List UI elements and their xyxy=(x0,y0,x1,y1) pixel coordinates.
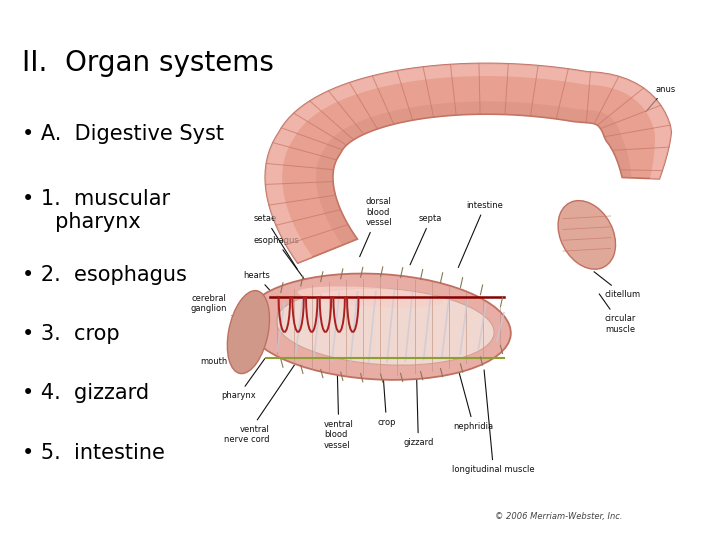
Text: crop: crop xyxy=(377,356,396,427)
Ellipse shape xyxy=(228,291,269,374)
Text: • 1.  muscular
     pharynx: • 1. muscular pharynx xyxy=(22,189,170,232)
Text: ventral
nerve cord: ventral nerve cord xyxy=(225,361,297,444)
Text: nephridia: nephridia xyxy=(453,349,494,431)
Ellipse shape xyxy=(246,274,510,380)
Text: • A.  Digestive Syst: • A. Digestive Syst xyxy=(22,124,224,144)
Polygon shape xyxy=(265,63,671,263)
Text: © 2006 Merriam-Webster, Inc.: © 2006 Merriam-Webster, Inc. xyxy=(495,512,623,521)
Text: • 3.  crop: • 3. crop xyxy=(22,324,120,344)
Text: cerebral
ganglion: cerebral ganglion xyxy=(190,294,253,327)
Text: intestine: intestine xyxy=(459,201,503,267)
Text: anus: anus xyxy=(647,85,675,111)
Text: septa: septa xyxy=(410,214,442,265)
Text: esophagus: esophagus xyxy=(253,236,314,292)
Text: gizzard: gizzard xyxy=(403,362,433,447)
Text: hearts: hearts xyxy=(243,271,300,325)
Text: ventral
blood
vessel: ventral blood vessel xyxy=(324,360,354,450)
Text: clitellum: clitellum xyxy=(594,272,641,299)
Text: • 5.  intestine: • 5. intestine xyxy=(22,443,164,463)
Text: longitudinal muscle: longitudinal muscle xyxy=(452,370,535,474)
Ellipse shape xyxy=(276,288,494,365)
Text: • 4.  gizzard: • 4. gizzard xyxy=(22,383,149,403)
Ellipse shape xyxy=(298,286,444,308)
Text: circular
muscle: circular muscle xyxy=(599,294,636,334)
Ellipse shape xyxy=(558,200,616,269)
Text: • 2.  esophagus: • 2. esophagus xyxy=(22,265,186,285)
Text: pharynx: pharynx xyxy=(221,359,265,400)
Text: II.  Organ systems: II. Organ systems xyxy=(22,49,274,77)
Text: mouth: mouth xyxy=(200,346,248,366)
Polygon shape xyxy=(265,63,671,263)
Polygon shape xyxy=(316,102,631,245)
Text: setae: setae xyxy=(254,214,297,269)
Text: dorsal
blood
vessel: dorsal blood vessel xyxy=(360,197,392,256)
